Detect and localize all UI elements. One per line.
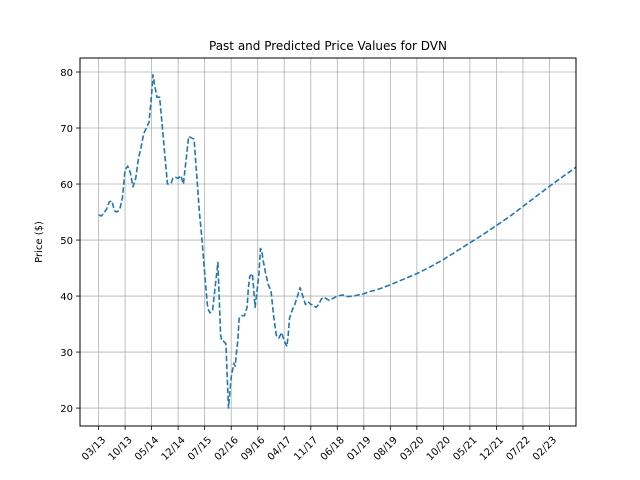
- y-axis-label: Price ($): [34, 221, 45, 263]
- y-tick-label: 30: [60, 348, 73, 359]
- y-tick-label: 80: [60, 68, 73, 79]
- plot-area: [98, 74, 577, 409]
- axes-frame: [79, 57, 577, 427]
- y-tick-label: 60: [60, 180, 73, 191]
- y-tick-label: 40: [60, 292, 73, 303]
- y-axis: 20 30 40 50 60 70 80: [60, 68, 80, 415]
- price-series-line: [98, 74, 577, 409]
- y-tick-label: 70: [60, 124, 73, 135]
- y-tick-label: 50: [60, 236, 73, 247]
- y-tick-label: 20: [60, 404, 73, 415]
- chart-title: Past and Predicted Price Values for DVN: [209, 39, 447, 53]
